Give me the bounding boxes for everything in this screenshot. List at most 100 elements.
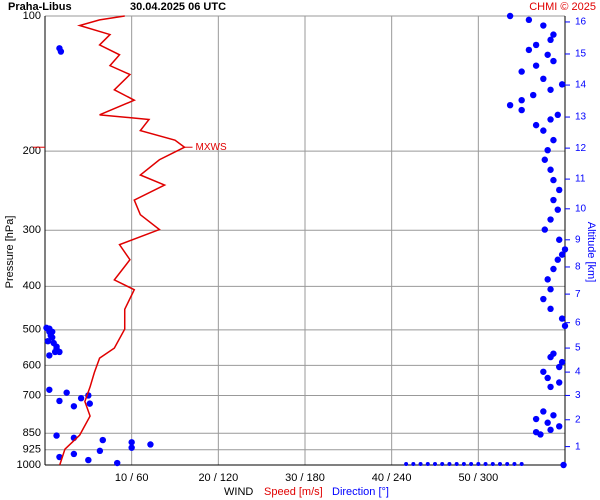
- y2-label: Altitude [km]: [585, 222, 597, 283]
- direction-point: [540, 368, 547, 375]
- direction-point: [537, 431, 544, 438]
- direction-point: [554, 256, 561, 263]
- direction-point: [51, 348, 59, 356]
- altitude-tick-label: 4: [575, 367, 581, 378]
- x-tick-label: 50 / 300: [458, 472, 498, 484]
- direction-label: Direction [°]: [332, 486, 389, 498]
- direction-point: [99, 436, 106, 444]
- direction-point: [554, 206, 561, 213]
- direction-point: [44, 337, 52, 345]
- direction-point: [114, 459, 121, 467]
- y-tick-label: 1000: [17, 459, 41, 471]
- y-tick-label: 850: [23, 427, 41, 439]
- surface-direction-point: [483, 462, 488, 467]
- direction-point: [547, 426, 554, 434]
- direction-point: [540, 408, 547, 415]
- direction-point: [525, 16, 533, 24]
- direction-point: [57, 48, 65, 55]
- y-tick-label: 500: [23, 324, 41, 336]
- direction-point: [550, 57, 557, 65]
- direction-point: [558, 315, 566, 322]
- direction-point: [547, 116, 554, 123]
- direction-point: [547, 166, 554, 173]
- speed-label: Speed [m/s]: [264, 486, 323, 498]
- surface-direction-point: [461, 462, 466, 467]
- y-tick-label: 400: [23, 280, 41, 292]
- x-tick-label: 30 / 180: [285, 472, 325, 484]
- altitude-tick-label: 2: [575, 414, 581, 425]
- x-tick-label: 20 / 120: [198, 472, 238, 484]
- y-tick-label: 100: [23, 10, 41, 22]
- direction-point: [128, 444, 135, 451]
- y-tick-label: 300: [23, 224, 41, 236]
- max-wind-label: MXWS: [196, 142, 227, 153]
- direction-point: [540, 22, 547, 29]
- direction-point: [547, 86, 554, 93]
- surface-direction-point: [476, 462, 481, 467]
- direction-point: [544, 419, 551, 426]
- y-tick-label: 700: [23, 389, 41, 401]
- speed-line: [59, 15, 186, 466]
- altitude-tick-label: 16: [575, 17, 587, 28]
- altitude-tick-label: 6: [575, 317, 581, 328]
- direction-point: [547, 353, 554, 361]
- surface-direction-point: [425, 462, 430, 467]
- altitude-tick-label: 9: [575, 234, 581, 245]
- direction-point: [560, 461, 567, 469]
- surface-direction-point: [454, 462, 459, 467]
- direction-point: [550, 31, 557, 38]
- altitude-tick-label: 10: [575, 203, 587, 214]
- direction-point: [550, 136, 557, 144]
- direction-point: [558, 358, 566, 366]
- direction-point: [532, 41, 540, 49]
- direction-point: [46, 352, 53, 359]
- direction-point: [49, 334, 56, 341]
- direction-point: [50, 339, 57, 347]
- direction-point: [541, 156, 548, 163]
- direction-point: [554, 111, 561, 119]
- y-label: Pressure [hPa]: [4, 216, 16, 289]
- direction-point: [561, 246, 569, 253]
- surface-direction-point: [519, 462, 524, 467]
- station: Praha-Libus: [8, 1, 72, 13]
- surface-direction-point: [440, 462, 445, 467]
- altitude-tick-label: 14: [575, 80, 587, 91]
- surface-direction-point: [418, 462, 423, 467]
- y-tick-label: 925: [23, 444, 41, 456]
- direction-point: [547, 383, 554, 391]
- direction-point: [544, 51, 551, 58]
- altitude-tick-label: 13: [575, 112, 587, 123]
- altitude-tick-label: 11: [575, 174, 586, 185]
- direction-point: [556, 186, 563, 194]
- x-tick-label: 10 / 60: [115, 472, 149, 484]
- direction-point: [53, 432, 60, 439]
- direction-point: [70, 403, 78, 410]
- direction-point: [46, 328, 53, 335]
- direction-point: [556, 423, 563, 430]
- direction-point: [540, 75, 547, 83]
- time: 30.04.2025 06 UTC: [130, 1, 226, 13]
- surface-direction-point: [404, 462, 409, 467]
- direction-point: [128, 439, 135, 446]
- direction-point: [550, 265, 557, 273]
- direction-point: [544, 276, 551, 283]
- direction-point: [147, 441, 154, 448]
- surface-direction-point: [469, 462, 474, 467]
- direction-point: [525, 46, 533, 54]
- surface-direction-point: [447, 462, 452, 467]
- direction-point: [518, 68, 525, 75]
- surface-direction-point: [498, 462, 502, 467]
- surface-direction-point: [512, 462, 517, 467]
- direction-point: [558, 81, 566, 88]
- surface-direction-point: [490, 462, 495, 467]
- direction-point: [77, 395, 85, 402]
- surface-direction-point: [505, 462, 510, 467]
- direction-point: [547, 305, 554, 313]
- direction-point: [96, 447, 104, 455]
- direction-point: [558, 251, 566, 258]
- direction-point: [544, 146, 551, 154]
- direction-point: [70, 450, 78, 458]
- direction-point: [532, 62, 540, 69]
- y-tick-label: 600: [23, 359, 41, 371]
- direction-point: [556, 379, 563, 386]
